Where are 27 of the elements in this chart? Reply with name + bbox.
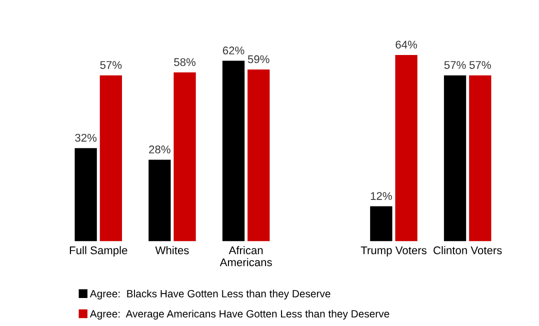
data-label: 12% [370,192,392,200]
bar [100,75,122,242]
bar [469,75,492,242]
data-label: 62% [222,46,244,54]
data-label: 32% [75,134,97,142]
bar [370,206,392,242]
x-tick-label: Trump Voters [360,246,426,256]
data-label: 58% [174,58,196,66]
legend-label: Agree: Average Americans Have Gotten Less than they Deserve [90,310,390,320]
data-label: 59% [248,55,270,64]
data-label: 28% [149,146,170,154]
bar [74,148,97,242]
bar [395,54,418,242]
legend-label: Agree: Blacks Have Gotten Less than they Deserve [90,290,330,300]
bar [444,75,466,242]
bar [174,72,196,242]
bar [248,70,270,242]
x-tick-label: African Americans [220,246,272,266]
x-tick-label: Clinton Voters [434,246,502,254]
data-label: 57% [469,61,491,69]
data-label: 64% [396,40,418,49]
bar [222,60,245,242]
bar [148,160,171,242]
data-label: 57% [444,61,466,69]
x-tick-label: Full Sample [70,246,128,256]
data-label: 57% [100,61,122,69]
x-tick-label: Whites [155,246,189,254]
